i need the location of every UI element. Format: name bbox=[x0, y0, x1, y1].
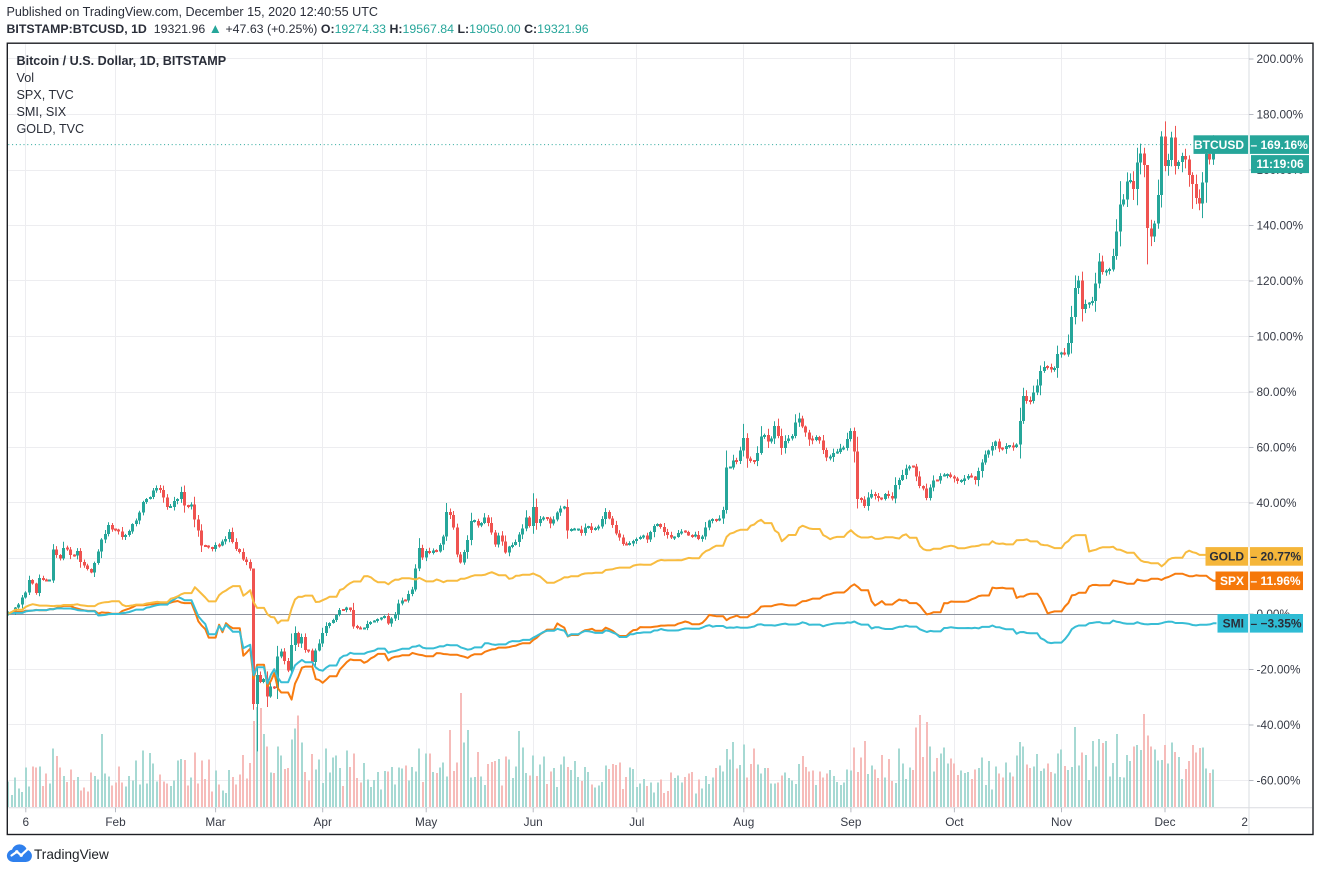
svg-text:200.00%: 200.00% bbox=[1257, 52, 1304, 66]
svg-text:– 20.77%: – 20.77% bbox=[1251, 550, 1302, 564]
svg-text:SMI, SIX: SMI, SIX bbox=[17, 105, 67, 119]
svg-text:– 11.96%: – 11.96% bbox=[1251, 574, 1301, 588]
svg-text:GOLD, TVC: GOLD, TVC bbox=[17, 122, 85, 136]
svg-text:Bitcoin / U.S. Dollar, 1D, BIT: Bitcoin / U.S. Dollar, 1D, BITSTAMP bbox=[17, 54, 227, 68]
svg-text:Apr: Apr bbox=[314, 815, 332, 829]
svg-text:25: 25 bbox=[1241, 815, 1255, 829]
svg-text:– −3.35%: – −3.35% bbox=[1251, 617, 1302, 631]
svg-text:60.00%: 60.00% bbox=[1257, 441, 1298, 455]
svg-text:May: May bbox=[415, 815, 437, 829]
svg-text:Aug: Aug bbox=[733, 815, 754, 829]
svg-text:-20.00%: -20.00% bbox=[1257, 663, 1301, 677]
svg-text:Feb: Feb bbox=[105, 815, 126, 829]
svg-text:180.00%: 180.00% bbox=[1257, 108, 1304, 122]
svg-text:140.00%: 140.00% bbox=[1257, 219, 1304, 233]
svg-text:BTCUSD: BTCUSD bbox=[1194, 138, 1244, 152]
svg-text:Published on TradingView.com,: Published on TradingView.com, December 1… bbox=[7, 5, 379, 19]
svg-text:6: 6 bbox=[23, 815, 30, 829]
svg-text:BITSTAMP:BTCUSD, 1D 19321.96: BITSTAMP:BTCUSD, 1D 19321.96 ▲ +47.63 (+… bbox=[7, 21, 589, 36]
svg-text:Vol: Vol bbox=[17, 71, 35, 85]
svg-text:80.00%: 80.00% bbox=[1257, 385, 1298, 399]
svg-text:-40.00%: -40.00% bbox=[1257, 718, 1301, 732]
svg-text:-60.00%: -60.00% bbox=[1257, 774, 1301, 788]
svg-text:100.00%: 100.00% bbox=[1257, 330, 1304, 344]
svg-text:SMI: SMI bbox=[1223, 617, 1244, 631]
svg-text:Jun: Jun bbox=[524, 815, 543, 829]
svg-text:40.00%: 40.00% bbox=[1257, 496, 1298, 510]
svg-text:SPX, TVC: SPX, TVC bbox=[17, 88, 74, 102]
svg-text:11:19:06: 11:19:06 bbox=[1256, 157, 1304, 171]
svg-text:120.00%: 120.00% bbox=[1257, 274, 1304, 288]
svg-text:– 169.16%: – 169.16% bbox=[1251, 138, 1309, 152]
svg-text:GOLD: GOLD bbox=[1209, 550, 1244, 564]
svg-text:Mar: Mar bbox=[205, 815, 225, 829]
svg-text:Oct: Oct bbox=[945, 815, 964, 829]
svg-text:SPX: SPX bbox=[1220, 574, 1244, 588]
svg-text:Dec: Dec bbox=[1155, 815, 1176, 829]
svg-text:Sep: Sep bbox=[840, 815, 861, 829]
svg-text:TradingView: TradingView bbox=[34, 847, 109, 862]
svg-text:Jul: Jul bbox=[629, 815, 644, 829]
svg-text:Nov: Nov bbox=[1051, 815, 1072, 829]
